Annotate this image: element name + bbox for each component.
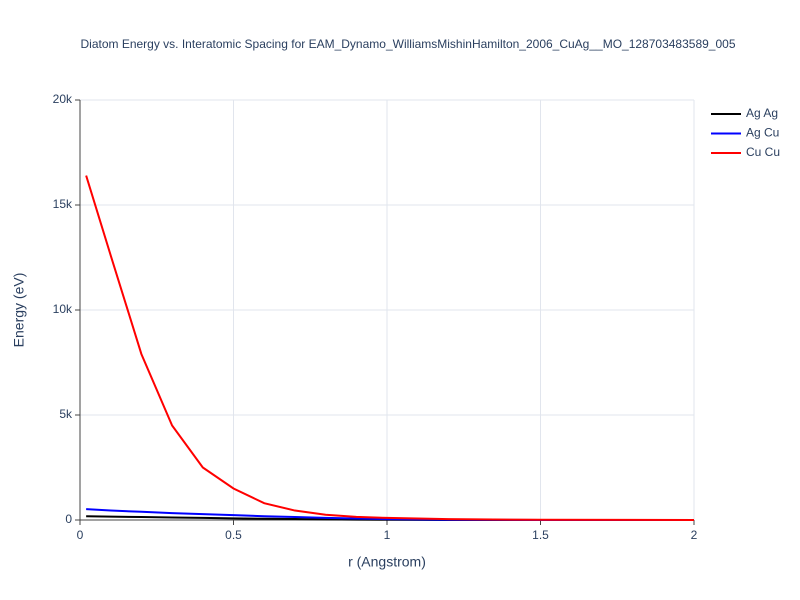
y-axis-title: Energy (eV) (11, 273, 27, 348)
y-tick-label: 5k (59, 407, 73, 421)
y-tick-label: 15k (53, 197, 73, 211)
grid: 0 5k 10k 15k 20k 0 0.5 1 1.5 2 (53, 92, 698, 542)
y-tick-label: 0 (65, 512, 72, 526)
legend-label: Ag Cu (746, 126, 779, 140)
line-series (85, 175, 695, 521)
x-tick-label: 0.5 (225, 528, 242, 542)
x-tick-label: 2 (691, 528, 698, 542)
x-axis-title: r (Angstrom) (348, 554, 426, 570)
plot-area (85, 175, 695, 521)
x-tick-label: 1.5 (532, 528, 549, 542)
legend-label: Ag Ag (746, 106, 778, 120)
legend-label: Cu Cu (746, 145, 780, 159)
x-tick-label: 1 (384, 528, 391, 542)
y-tick-label: 10k (53, 302, 73, 316)
y-tick-label: 20k (53, 92, 73, 106)
chart-title: Diatom Energy vs. Interatomic Spacing fo… (80, 37, 735, 51)
x-tick-label: 0 (77, 528, 84, 542)
legend: Ag Ag Ag Cu Cu Cu (711, 106, 780, 159)
